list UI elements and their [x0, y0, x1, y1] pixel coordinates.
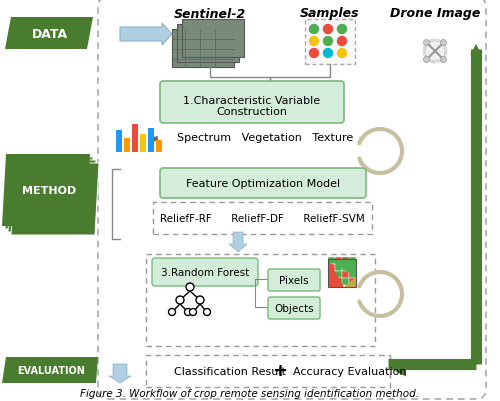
- Circle shape: [168, 309, 175, 316]
- Circle shape: [190, 309, 196, 316]
- FancyBboxPatch shape: [153, 203, 372, 235]
- FancyBboxPatch shape: [146, 355, 390, 387]
- Text: ✈: ✈: [424, 41, 446, 69]
- Text: 1.Characteristic Variable: 1.Characteristic Variable: [184, 96, 320, 106]
- Text: Spectrum   Vegetation   Texture: Spectrum Vegetation Texture: [177, 133, 353, 143]
- FancyBboxPatch shape: [335, 271, 342, 278]
- FancyBboxPatch shape: [148, 129, 154, 153]
- FancyBboxPatch shape: [328, 278, 335, 285]
- FancyBboxPatch shape: [342, 271, 349, 278]
- FancyBboxPatch shape: [132, 125, 138, 153]
- Text: ReliefF-RF      ReliefF-DF      ReliefF-SVM: ReliefF-RF ReliefF-DF ReliefF-SVM: [160, 213, 365, 223]
- Circle shape: [310, 49, 318, 59]
- FancyBboxPatch shape: [335, 278, 342, 285]
- Circle shape: [338, 37, 346, 47]
- FancyBboxPatch shape: [328, 257, 335, 264]
- FancyBboxPatch shape: [268, 269, 320, 291]
- Text: DATA: DATA: [32, 27, 68, 41]
- Text: Figure 3. Workflow of crop remote sensing identification method.: Figure 3. Workflow of crop remote sensin…: [80, 388, 419, 398]
- Polygon shape: [328, 259, 356, 277]
- Text: METHOD: METHOD: [22, 186, 76, 196]
- FancyBboxPatch shape: [328, 264, 335, 271]
- Text: Construction: Construction: [216, 107, 288, 117]
- Text: Objects: Objects: [274, 303, 314, 313]
- FancyBboxPatch shape: [349, 271, 356, 278]
- Polygon shape: [229, 233, 247, 252]
- Polygon shape: [2, 357, 98, 383]
- Text: Pixels: Pixels: [279, 275, 309, 285]
- Polygon shape: [344, 277, 356, 287]
- FancyBboxPatch shape: [116, 131, 122, 153]
- Polygon shape: [120, 24, 172, 46]
- FancyBboxPatch shape: [349, 257, 356, 264]
- Text: Samples: Samples: [300, 8, 360, 20]
- Polygon shape: [109, 364, 131, 383]
- Circle shape: [310, 25, 318, 34]
- Text: Sentinel-2: Sentinel-2: [174, 8, 246, 20]
- FancyBboxPatch shape: [160, 82, 344, 124]
- FancyBboxPatch shape: [335, 264, 342, 271]
- Circle shape: [440, 41, 446, 47]
- FancyBboxPatch shape: [124, 139, 130, 153]
- Text: Classification Result: Classification Result: [174, 366, 286, 376]
- Circle shape: [338, 25, 346, 34]
- Circle shape: [186, 283, 194, 291]
- Polygon shape: [11, 164, 99, 235]
- FancyBboxPatch shape: [328, 259, 356, 287]
- FancyBboxPatch shape: [156, 141, 162, 153]
- Circle shape: [176, 296, 184, 304]
- Circle shape: [425, 42, 445, 62]
- Polygon shape: [2, 155, 90, 227]
- Text: Feature Optimization Model: Feature Optimization Model: [186, 178, 340, 188]
- Text: Accuracy Evaluation: Accuracy Evaluation: [293, 366, 407, 376]
- FancyBboxPatch shape: [349, 264, 356, 271]
- Text: Drone Image: Drone Image: [390, 8, 480, 20]
- Circle shape: [310, 37, 318, 47]
- Circle shape: [184, 309, 192, 316]
- Circle shape: [424, 41, 430, 47]
- FancyBboxPatch shape: [172, 30, 234, 68]
- FancyBboxPatch shape: [140, 135, 146, 153]
- FancyBboxPatch shape: [268, 297, 320, 319]
- Circle shape: [324, 37, 332, 47]
- Circle shape: [440, 57, 446, 63]
- Polygon shape: [5, 158, 93, 229]
- Polygon shape: [328, 259, 344, 287]
- Circle shape: [196, 296, 204, 304]
- FancyBboxPatch shape: [152, 258, 258, 286]
- Polygon shape: [8, 160, 96, 233]
- FancyBboxPatch shape: [342, 278, 349, 285]
- Circle shape: [204, 309, 210, 316]
- Polygon shape: [5, 18, 93, 50]
- FancyBboxPatch shape: [342, 257, 349, 264]
- FancyBboxPatch shape: [342, 264, 349, 271]
- FancyBboxPatch shape: [98, 0, 486, 399]
- FancyBboxPatch shape: [177, 25, 239, 63]
- FancyBboxPatch shape: [146, 254, 375, 346]
- Text: +: +: [272, 361, 287, 379]
- FancyBboxPatch shape: [160, 168, 366, 198]
- Text: 3.Random Forest: 3.Random Forest: [161, 267, 249, 277]
- Circle shape: [324, 49, 332, 59]
- FancyBboxPatch shape: [182, 20, 244, 58]
- Text: EVALUATION: EVALUATION: [17, 365, 85, 375]
- FancyBboxPatch shape: [305, 20, 355, 65]
- FancyBboxPatch shape: [349, 278, 356, 285]
- Circle shape: [338, 49, 346, 59]
- Circle shape: [324, 25, 332, 34]
- Text: ✈: ✈: [422, 41, 448, 69]
- Circle shape: [423, 40, 447, 64]
- Circle shape: [424, 57, 430, 63]
- FancyBboxPatch shape: [328, 271, 335, 278]
- FancyBboxPatch shape: [335, 257, 342, 264]
